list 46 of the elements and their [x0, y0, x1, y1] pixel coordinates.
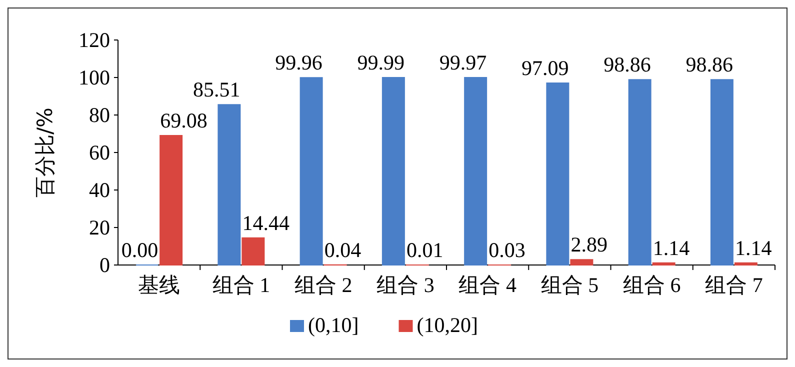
bar	[300, 77, 323, 266]
bar	[382, 77, 405, 266]
data-label: 1.14	[652, 236, 690, 260]
y-tick-label: 0	[100, 253, 110, 277]
x-tick-label: 基线	[138, 273, 180, 297]
data-label: 97.09	[521, 56, 569, 80]
bar	[710, 79, 734, 266]
data-label: 99.97	[439, 50, 487, 75]
data-label: 1.14	[734, 236, 772, 260]
data-label: 98.86	[604, 52, 651, 77]
x-tick-label: 组合 7	[705, 273, 763, 297]
y-tick-label: 20	[89, 216, 110, 240]
data-label: 2.89	[570, 232, 608, 257]
bar	[570, 259, 594, 266]
bar	[160, 134, 183, 266]
bar	[464, 77, 488, 266]
data-label: 0.01	[406, 238, 444, 262]
bar	[546, 82, 570, 266]
legend-label: (10,20]	[416, 313, 478, 337]
x-tick-label: 组合 6	[622, 273, 681, 297]
data-label: 85.51	[192, 78, 240, 102]
y-axis-title: 百分比/%	[33, 107, 57, 198]
x-tick-label: 组合 3	[376, 273, 434, 297]
y-tick-label: 60	[89, 140, 110, 164]
x-tick-label: 组合 4	[458, 273, 517, 297]
data-label: 0.00	[121, 238, 158, 262]
y-tick-label: 40	[89, 178, 110, 202]
legend-label: (0,10]	[308, 313, 359, 337]
bar	[218, 104, 241, 266]
data-label: 14.44	[242, 210, 290, 235]
data-label: 98.86	[686, 52, 733, 77]
y-tick-label: 120	[78, 28, 110, 52]
x-tick-label: 组合 2	[294, 273, 352, 297]
data-label: 0.03	[488, 238, 526, 262]
bar	[242, 237, 265, 266]
data-label: 99.99	[357, 50, 404, 75]
data-label: 69.08	[160, 108, 208, 132]
data-label: 99.96	[275, 50, 322, 75]
y-tick-label: 80	[89, 103, 110, 127]
bar	[628, 79, 652, 266]
y-tick-label: 100	[78, 66, 110, 90]
x-tick-label: 组合 1	[212, 273, 270, 297]
x-tick-label: 组合 5	[540, 273, 599, 297]
data-label: 0.04	[324, 238, 362, 262]
bar	[652, 262, 676, 266]
bar	[734, 262, 758, 266]
